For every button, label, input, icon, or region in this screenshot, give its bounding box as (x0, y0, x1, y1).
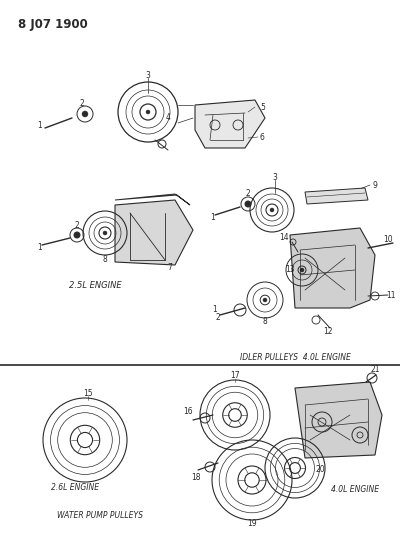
Polygon shape (195, 100, 265, 148)
Circle shape (146, 110, 150, 114)
Text: 21: 21 (370, 366, 380, 375)
Text: WATER PUMP PULLEYS: WATER PUMP PULLEYS (57, 512, 143, 521)
Polygon shape (305, 188, 368, 204)
Text: 9: 9 (372, 181, 378, 190)
Text: 1: 1 (38, 244, 42, 253)
Text: 1: 1 (38, 120, 42, 130)
Text: 1: 1 (213, 305, 217, 314)
Text: 8: 8 (103, 255, 107, 264)
Text: 17: 17 (230, 372, 240, 381)
Text: 15: 15 (83, 389, 93, 398)
Text: 19: 19 (247, 520, 257, 529)
Circle shape (263, 298, 267, 302)
Text: 5: 5 (260, 102, 266, 111)
Circle shape (300, 268, 304, 272)
Text: 13: 13 (285, 265, 295, 274)
Text: 12: 12 (323, 327, 333, 336)
Polygon shape (295, 382, 382, 458)
Text: 10: 10 (383, 236, 393, 245)
Text: 2: 2 (246, 190, 250, 198)
Circle shape (74, 232, 80, 238)
Text: 20: 20 (315, 465, 325, 474)
Polygon shape (290, 228, 375, 308)
Circle shape (103, 231, 107, 235)
Text: 4.0L ENGINE: 4.0L ENGINE (331, 486, 379, 495)
Text: 2: 2 (75, 221, 79, 230)
Text: IDLER PULLEYS  4.0L ENGINE: IDLER PULLEYS 4.0L ENGINE (240, 353, 350, 362)
Text: 1: 1 (211, 214, 215, 222)
Text: 16: 16 (183, 408, 193, 416)
Text: 2: 2 (80, 100, 84, 109)
Text: 18: 18 (191, 473, 201, 482)
Text: 3: 3 (272, 173, 278, 182)
Text: 3: 3 (146, 70, 150, 79)
Text: 6: 6 (260, 133, 264, 142)
Text: 14: 14 (279, 232, 289, 241)
Text: 8 J07 1900: 8 J07 1900 (18, 18, 88, 31)
Text: 11: 11 (386, 290, 396, 300)
Text: 4: 4 (166, 114, 170, 123)
Text: 2.6L ENGINE: 2.6L ENGINE (51, 482, 99, 491)
Circle shape (245, 201, 251, 207)
Text: 2: 2 (216, 313, 220, 322)
Circle shape (82, 111, 88, 117)
Text: 2.5L ENGINE: 2.5L ENGINE (69, 280, 121, 289)
Text: 8: 8 (263, 318, 267, 327)
Text: 7: 7 (168, 263, 172, 272)
Polygon shape (115, 194, 190, 205)
Polygon shape (115, 200, 193, 265)
Circle shape (270, 208, 274, 212)
